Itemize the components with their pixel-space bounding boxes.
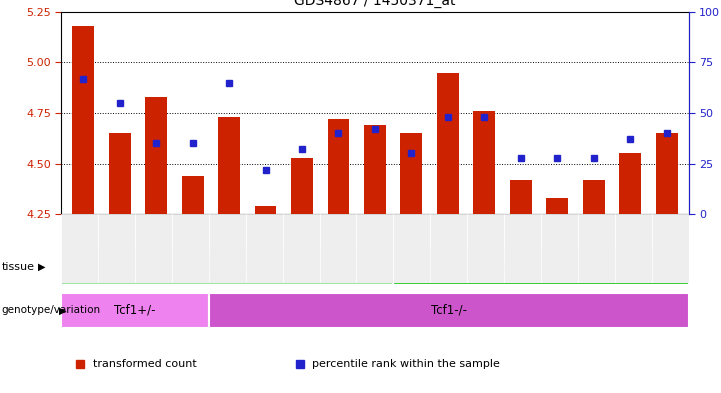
Bar — [655, 133, 678, 214]
Bar — [109, 133, 131, 214]
Bar — [135, 214, 172, 283]
Bar — [172, 214, 209, 283]
Bar — [98, 214, 135, 283]
Bar — [255, 206, 276, 214]
Bar — [430, 214, 467, 283]
Bar — [61, 250, 394, 285]
Bar — [209, 293, 689, 328]
Bar — [291, 158, 313, 214]
Bar — [652, 214, 689, 283]
Text: Tcf1+/-: Tcf1+/- — [115, 304, 156, 317]
Text: genotype/variation: genotype/variation — [1, 305, 100, 316]
Bar — [327, 119, 350, 214]
Bar — [394, 250, 689, 285]
Text: tissue: tissue — [1, 262, 35, 272]
Bar — [619, 154, 641, 214]
Bar — [145, 97, 167, 214]
Bar — [209, 214, 246, 283]
Text: thymic lymphoma: thymic lymphoma — [487, 261, 594, 274]
Bar — [283, 214, 319, 283]
Bar — [61, 214, 98, 283]
Bar — [182, 176, 203, 214]
Text: Tcf1-/-: Tcf1-/- — [430, 304, 466, 317]
Bar — [246, 214, 283, 283]
Bar — [394, 214, 430, 283]
Bar — [72, 26, 94, 214]
Bar — [474, 111, 495, 214]
Bar — [615, 214, 652, 283]
Bar — [437, 72, 459, 214]
Bar — [400, 133, 423, 214]
Bar — [319, 214, 356, 283]
Text: percentile rank within the sample: percentile rank within the sample — [312, 358, 500, 369]
Bar — [547, 198, 568, 214]
Title: GDS4867 / 1450371_at: GDS4867 / 1450371_at — [294, 0, 456, 8]
Text: ▶: ▶ — [59, 305, 66, 316]
Bar — [583, 180, 605, 214]
Text: ▶: ▶ — [37, 262, 45, 272]
Bar — [364, 125, 386, 214]
Bar — [510, 180, 531, 214]
Bar — [504, 214, 541, 283]
Bar — [61, 293, 209, 328]
Bar — [467, 214, 504, 283]
Bar — [218, 117, 240, 214]
Bar — [541, 214, 578, 283]
Bar — [578, 214, 615, 283]
Text: transformed count: transformed count — [93, 358, 196, 369]
Text: thymus: thymus — [205, 261, 249, 274]
Bar — [356, 214, 394, 283]
